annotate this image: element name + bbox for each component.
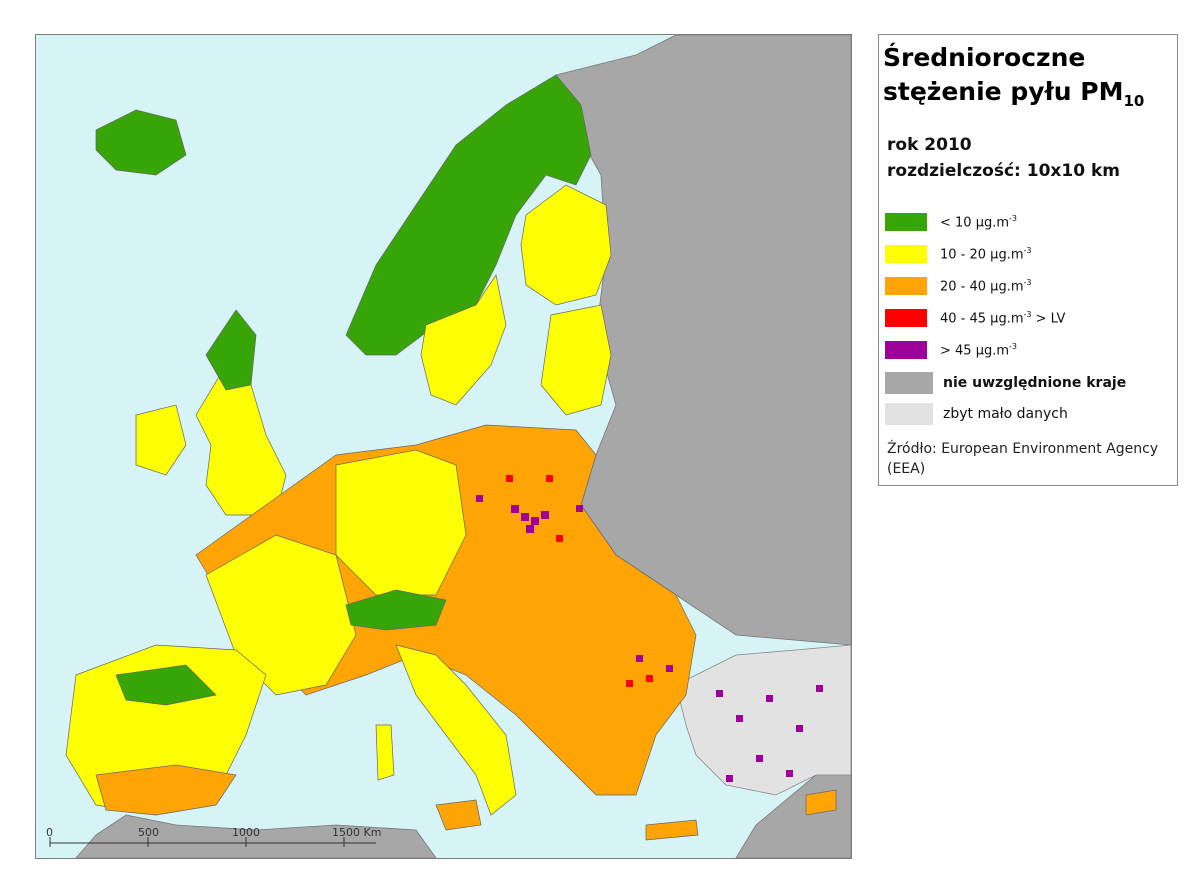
iberia-south-orange	[95, 764, 237, 816]
legend-class-3-exp: -3	[1023, 310, 1032, 319]
legend-title-subscript: 10	[1123, 92, 1145, 110]
legend-insufficient-label: zbyt mało danych	[943, 406, 1068, 422]
pm10-map: 0 500 1000 1500 Km	[35, 34, 852, 859]
legend-swatch-purple	[885, 341, 927, 359]
legend-class-2-label: 20 - 40 μg.m	[940, 279, 1024, 295]
iberia-north-green	[115, 664, 217, 706]
legend-insufficient: zbyt mało danych	[885, 403, 1175, 425]
legend-swatch-insufficient	[885, 403, 933, 425]
cyprus-orange	[805, 789, 837, 816]
legend-class-3-suffix: > LV	[1031, 311, 1066, 327]
legend-class-4-exp: -3	[1009, 342, 1018, 351]
scale-label-1500: 1500 Km	[332, 826, 382, 839]
baltics-yellow	[540, 304, 612, 416]
legend-swatch-green	[885, 213, 927, 231]
legend-class-0-label: < 10 μg.m	[940, 215, 1010, 231]
scale-label-500: 500	[138, 826, 159, 839]
legend-swatch-orange	[885, 277, 927, 295]
legend-class-0-exp: -3	[1009, 214, 1018, 223]
legend-class-3-label: 40 - 45 μg.m	[940, 311, 1024, 327]
legend-swatch-red	[885, 309, 927, 327]
balkan-hotspots	[626, 655, 673, 687]
germany-yellow	[335, 449, 467, 596]
legend-class-1: 10 - 20 μg.m-3	[885, 245, 1175, 265]
uk-yellow	[195, 364, 287, 516]
legend-title: Średnioroczne stężenie pyłu PM10	[883, 41, 1144, 118]
sweden-yellow	[420, 274, 507, 406]
scale-label-1000: 1000	[232, 826, 260, 839]
crete-orange	[645, 819, 699, 841]
scandinavia-green	[345, 74, 592, 356]
scale-bar	[49, 837, 376, 847]
legend-class-3: 40 - 45 μg.m-3 > LV	[885, 309, 1175, 329]
legend-swatch-excluded	[885, 372, 933, 394]
legend-swatch-yellow	[885, 245, 927, 263]
legend-class-4-label: > 45 μg.m	[940, 343, 1010, 359]
sicily-orange	[435, 799, 482, 831]
legend-class-1-label: 10 - 20 μg.m	[940, 247, 1024, 263]
legend-excluded-label: nie uwzględnione kraje	[943, 375, 1127, 391]
europe-map-graphic	[49, 35, 851, 858]
excluded-region-north-africa	[75, 814, 437, 858]
legend-excluded: nie uwzględnione kraje	[885, 372, 1175, 394]
italy-yellow	[395, 644, 517, 816]
central-europe-orange	[195, 424, 697, 796]
legend-class-1-exp: -3	[1023, 246, 1032, 255]
legend-title-line2: stężenie pyłu PM	[883, 77, 1124, 106]
legend-class-2: 20 - 40 μg.m-3	[885, 277, 1175, 297]
legend-class-0: < 10 μg.m-3	[885, 213, 1175, 233]
map-legend: Średnioroczne stężenie pyłu PM10 rok 201…	[878, 34, 1178, 486]
ireland-yellow	[135, 404, 187, 476]
legend-title-line1: Średnioroczne	[883, 43, 1086, 72]
scotland-green	[205, 309, 257, 391]
legend-class-2-exp: -3	[1023, 278, 1032, 287]
legend-year: rok 2010	[887, 135, 972, 155]
insufficient-data-region	[675, 644, 851, 796]
poland-hotspots	[476, 475, 583, 542]
legend-resolution: rozdzielczość: 10x10 km	[887, 161, 1120, 181]
scale-label-0: 0	[46, 826, 53, 839]
turkey-stations	[716, 685, 823, 782]
legend-class-4: > 45 μg.m-3	[885, 341, 1175, 361]
iceland-green	[95, 109, 187, 176]
alps-green	[345, 589, 447, 631]
legend-source: Źródło: European Environment Agency (EEA…	[887, 441, 1159, 477]
finland-yellow	[520, 184, 612, 306]
sardinia-yellow	[375, 724, 395, 781]
